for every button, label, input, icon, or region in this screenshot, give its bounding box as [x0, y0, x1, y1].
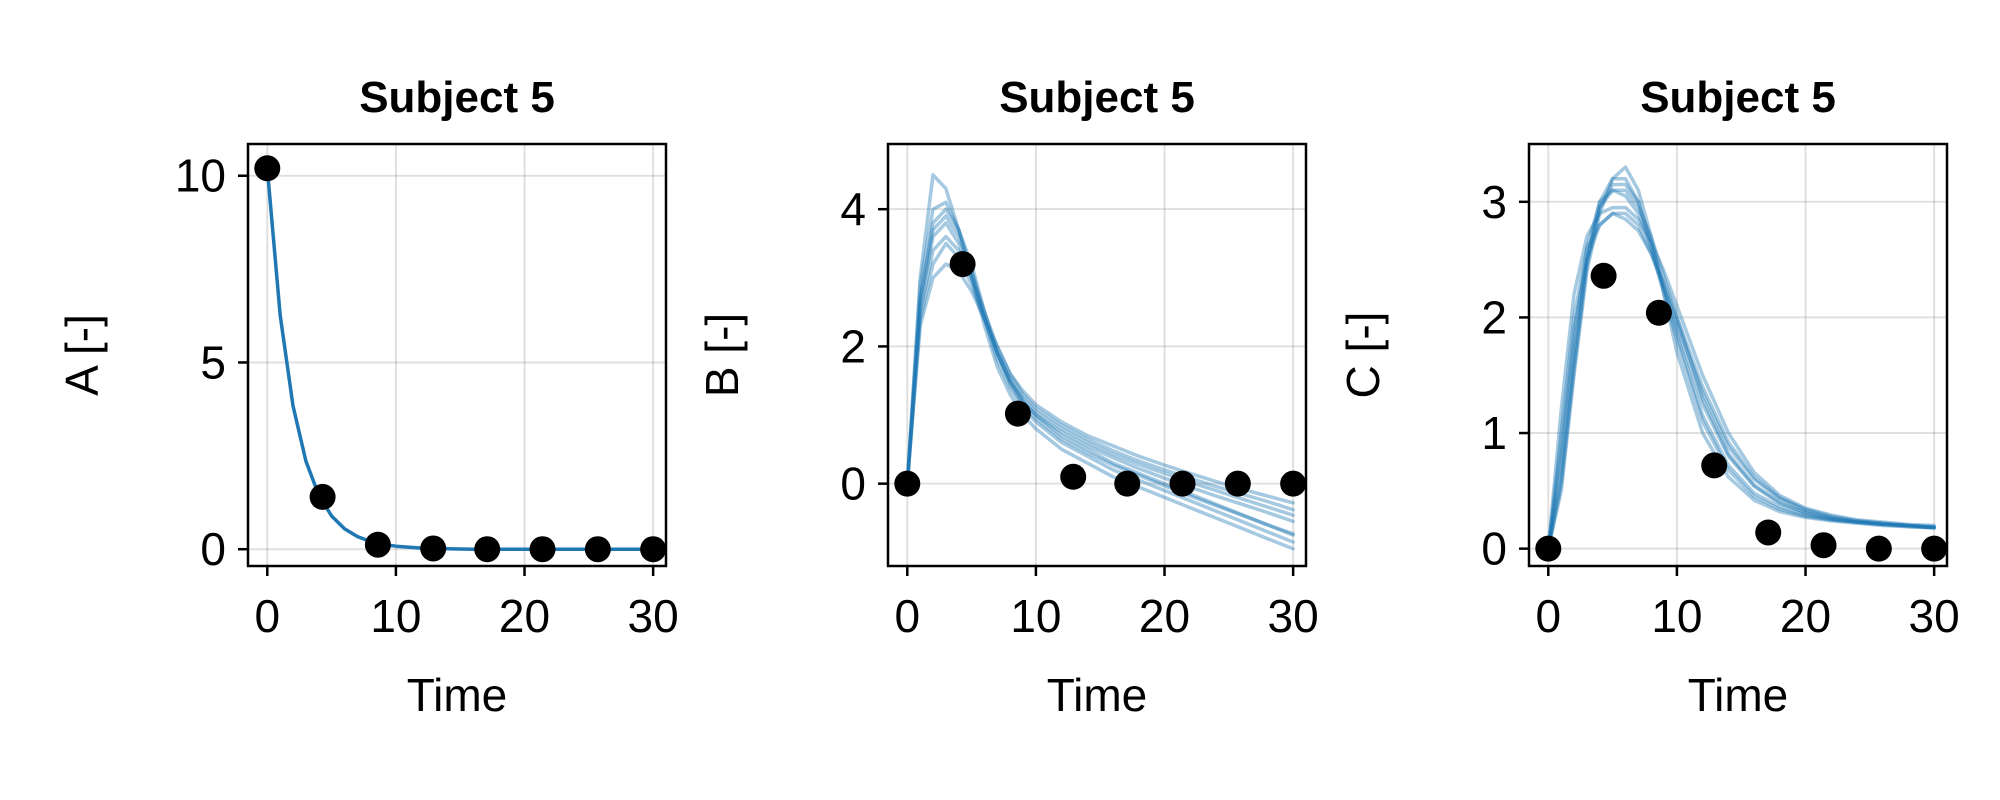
observation-point: [1755, 519, 1782, 546]
x-axis-label: Time: [1688, 669, 1789, 721]
series-line-1: [1546, 165, 1936, 551]
observation-point: [364, 531, 391, 558]
series-line-4: [905, 221, 1295, 524]
observation-point: [1645, 299, 1672, 326]
y-axis-label: C [-]: [1337, 312, 1389, 399]
series-line-6: [1546, 188, 1936, 551]
series-line-2: [1546, 176, 1936, 551]
x-tick-label: 0: [254, 590, 280, 642]
chart-title: Subject 5: [999, 73, 1195, 122]
observation-point: [1535, 535, 1562, 562]
series-line-7: [905, 241, 1295, 517]
plot-frame: [246, 142, 668, 568]
series-line-5: [1546, 188, 1936, 551]
observation-point: [529, 536, 556, 563]
observation-point: [474, 536, 501, 563]
x-tick-label: 0: [894, 590, 920, 642]
y-tick-label: 10: [175, 150, 226, 202]
observation-point: [1810, 532, 1837, 559]
series-line-8: [1546, 182, 1936, 551]
chart-panel-2: 0 10 20 30 0 2 4 Subject 5 Time B [-]: [696, 73, 1319, 721]
observation-point: [1921, 535, 1948, 562]
observation-point: [949, 251, 976, 278]
observation-point: [894, 470, 921, 497]
observation-point: [1590, 262, 1617, 289]
observation-point: [1114, 470, 1141, 497]
x-tick-label: 0: [1535, 590, 1561, 642]
x-tick-label: 30: [628, 590, 679, 642]
observation-point: [1865, 535, 1892, 562]
x-tick-label: 20: [1139, 590, 1190, 642]
observation-point: [1004, 400, 1031, 427]
x-tick-label: 10: [370, 590, 421, 642]
series-line-4: [1546, 211, 1936, 551]
observation-point: [254, 155, 281, 182]
observation-point: [1701, 452, 1728, 479]
y-tick-label: 5: [200, 336, 226, 388]
series-group: [905, 173, 1295, 551]
x-tick-label: 30: [1909, 590, 1960, 642]
chart-panel-3: 0 10 20 30 0 1 2 3 Subject 5 Time C [-]: [1337, 73, 1960, 721]
observation-point: [640, 536, 667, 563]
x-tick-label: 10: [1651, 590, 1702, 642]
y-axis-label: A [-]: [56, 314, 108, 396]
y-tick-label: 2: [840, 320, 866, 372]
y-tick-label: 4: [840, 183, 866, 235]
observation-point: [309, 483, 336, 510]
series-line-1: [265, 166, 655, 551]
series-line-1: [905, 173, 1295, 551]
series-group: [265, 166, 655, 551]
series-line-3: [1546, 205, 1936, 551]
series-group: [1546, 165, 1936, 551]
y-axis-label: B [-]: [696, 313, 748, 397]
observation-point: [1169, 470, 1196, 497]
x-axis-label: Time: [1047, 669, 1148, 721]
observation-point: [1060, 463, 1087, 490]
x-axis-label: Time: [407, 669, 508, 721]
x-tick-label: 10: [1010, 590, 1061, 642]
y-tick-label: 0: [840, 458, 866, 510]
observation-point: [1280, 470, 1307, 497]
y-tick-label: 1: [1481, 407, 1507, 459]
chart-title: Subject 5: [359, 73, 555, 122]
x-tick-label: 20: [499, 590, 550, 642]
series-line-3: [905, 214, 1295, 537]
series-line-5: [905, 234, 1295, 512]
y-tick-label: 2: [1481, 291, 1507, 343]
y-tick-label: 3: [1481, 176, 1507, 228]
y-tick-label: 0: [200, 523, 226, 575]
series-line-7: [1546, 211, 1936, 551]
observation-point: [584, 536, 611, 563]
chart-title: Subject 5: [1640, 73, 1836, 122]
plot-frame: [886, 142, 1308, 568]
plot-frame: [1527, 142, 1949, 568]
series-line-8: [905, 207, 1295, 536]
x-tick-label: 20: [1780, 590, 1831, 642]
series-line-2: [905, 200, 1295, 544]
observation-point: [420, 535, 447, 562]
y-tick-label: 0: [1481, 523, 1507, 575]
x-tick-label: 30: [1268, 590, 1319, 642]
observation-point: [1224, 470, 1251, 497]
chart-panel-1: 0 10 20 30 0 5 10 Subject 5 Time A [-]: [56, 73, 679, 721]
